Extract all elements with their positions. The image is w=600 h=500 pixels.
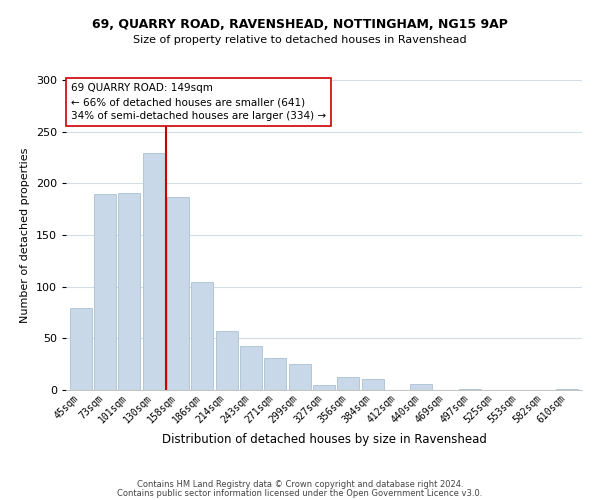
Bar	[118, 192, 140, 390]
Text: Size of property relative to detached houses in Ravenshead: Size of property relative to detached ho…	[133, 35, 467, 45]
Bar	[240, 346, 262, 390]
Bar	[362, 378, 383, 390]
Text: Contains public sector information licensed under the Open Government Licence v3: Contains public sector information licen…	[118, 489, 482, 498]
Text: Contains HM Land Registry data © Crown copyright and database right 2024.: Contains HM Land Registry data © Crown c…	[137, 480, 463, 489]
Text: 69, QUARRY ROAD, RAVENSHEAD, NOTTINGHAM, NG15 9AP: 69, QUARRY ROAD, RAVENSHEAD, NOTTINGHAM,…	[92, 18, 508, 30]
Bar	[94, 194, 116, 390]
Bar	[143, 154, 164, 390]
Bar	[289, 364, 311, 390]
X-axis label: Distribution of detached houses by size in Ravenshead: Distribution of detached houses by size …	[161, 433, 487, 446]
Bar	[167, 197, 189, 390]
Bar	[313, 385, 335, 390]
Bar	[265, 358, 286, 390]
Bar	[459, 389, 481, 390]
Bar	[556, 389, 578, 390]
Bar	[410, 384, 433, 390]
Bar	[191, 282, 213, 390]
Bar	[215, 331, 238, 390]
Bar	[337, 376, 359, 390]
Bar	[70, 308, 92, 390]
Y-axis label: Number of detached properties: Number of detached properties	[20, 148, 30, 322]
Text: 69 QUARRY ROAD: 149sqm
← 66% of detached houses are smaller (641)
34% of semi-de: 69 QUARRY ROAD: 149sqm ← 66% of detached…	[71, 83, 326, 121]
